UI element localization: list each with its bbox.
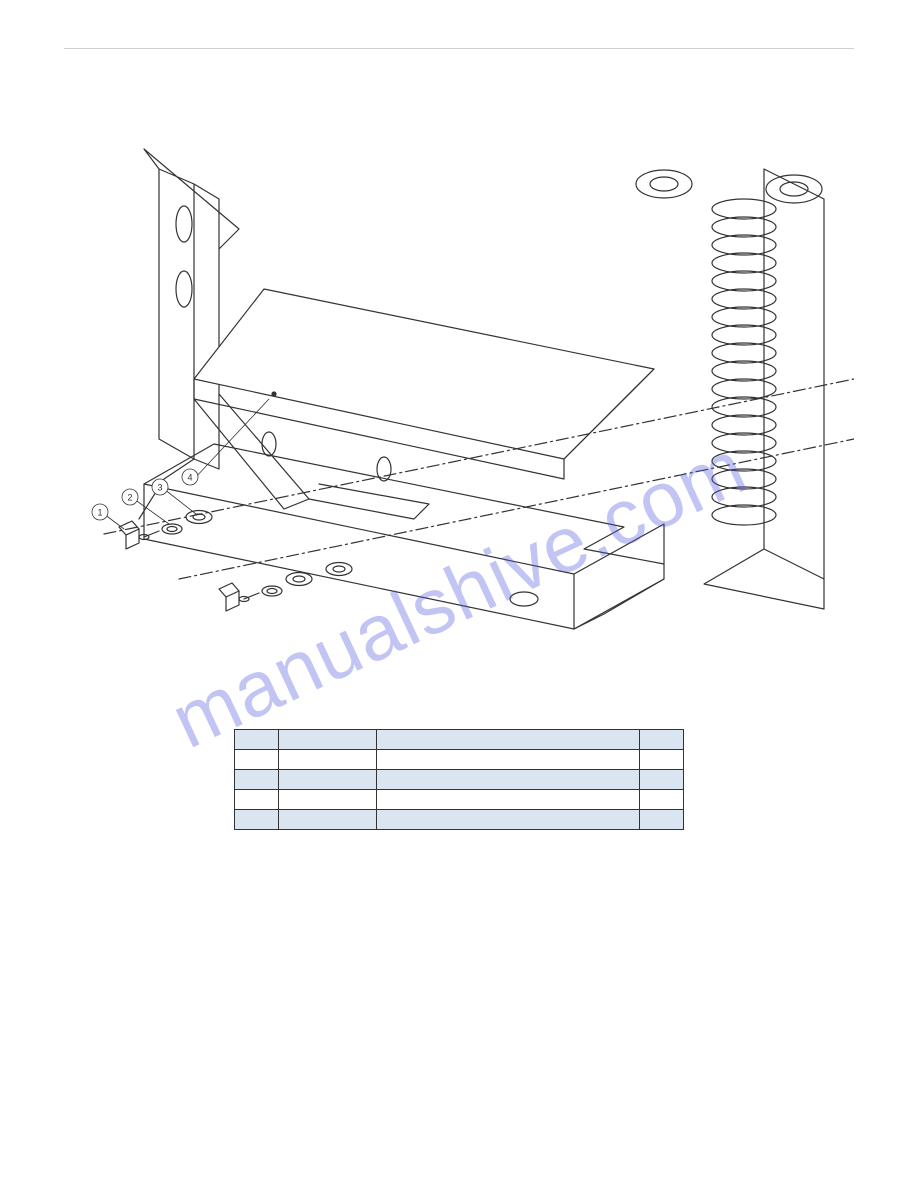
header-rule xyxy=(64,48,854,49)
table-row xyxy=(235,810,684,830)
callout-3: 3 xyxy=(157,482,162,492)
callout-4: 4 xyxy=(187,472,192,482)
table-header-row xyxy=(235,730,684,750)
table-row xyxy=(235,790,684,810)
diagram-svg: 1 2 3 4 xyxy=(64,109,854,689)
callout-1: 1 xyxy=(97,507,102,517)
assembly-diagram: 1 2 3 4 xyxy=(64,109,854,689)
callout-2: 2 xyxy=(127,492,132,502)
table-row xyxy=(235,750,684,770)
th-ref xyxy=(235,730,279,750)
th-qty xyxy=(640,730,684,750)
th-desc xyxy=(377,730,640,750)
page: 1 2 3 4 manualshive.com xyxy=(0,0,918,1188)
parts-table xyxy=(234,729,684,830)
th-part xyxy=(278,730,377,750)
table-row xyxy=(235,770,684,790)
